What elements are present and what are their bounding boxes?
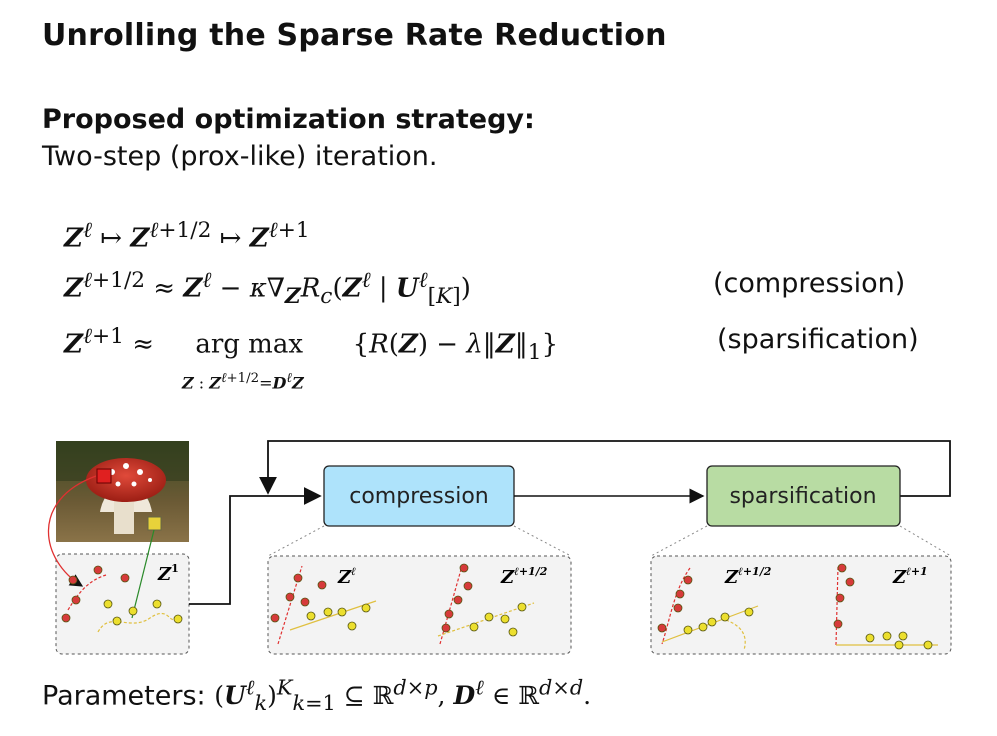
page-title: Unrolling the Sparse Rate Reduction	[42, 18, 667, 53]
sparsification-panel	[650, 555, 952, 655]
strategy-heading: Proposed optimization strategy:	[42, 104, 535, 135]
compression-panel-right-label: Zℓ+1/2	[500, 565, 548, 588]
equation-iteration: Zℓ ↦ Zℓ+1/2 ↦ Zℓ+1	[64, 218, 310, 254]
input-panel-label: Z1	[157, 562, 179, 585]
parameters-line: Parameters: (Uℓk)Kk=1 ⊆ ℝd×p, Dℓ ∈ ℝd×d.	[42, 676, 592, 716]
compression-tag: (compression)	[713, 268, 906, 299]
argmax-subscript: Z : Zℓ+1/2=DℓZ	[182, 371, 304, 393]
compression-box-label: compression	[349, 484, 489, 509]
equation-sparsification: Zℓ+1 ≈ arg max {R(Z) − λ‖Z‖1}	[64, 324, 559, 365]
sparsification-box	[706, 465, 901, 527]
compression-panel	[267, 555, 572, 655]
strategy-text: Two-step (prox-like) iteration.	[42, 141, 438, 172]
sparsification-panel-left-label: Zℓ+1/2	[724, 565, 772, 588]
equation-compression: Zℓ+1/2 ≈ Zℓ − κ∇ZRc(Zℓ | Uℓ[K])	[64, 268, 471, 309]
compression-panel-left-label: Zℓ	[337, 565, 356, 588]
sparsification-box-label: sparsification	[729, 484, 876, 509]
mushroom-photo	[56, 441, 189, 542]
sparsification-panel-right-label: Zℓ+1	[892, 565, 928, 588]
sparsification-tag: (sparsification)	[717, 324, 919, 355]
